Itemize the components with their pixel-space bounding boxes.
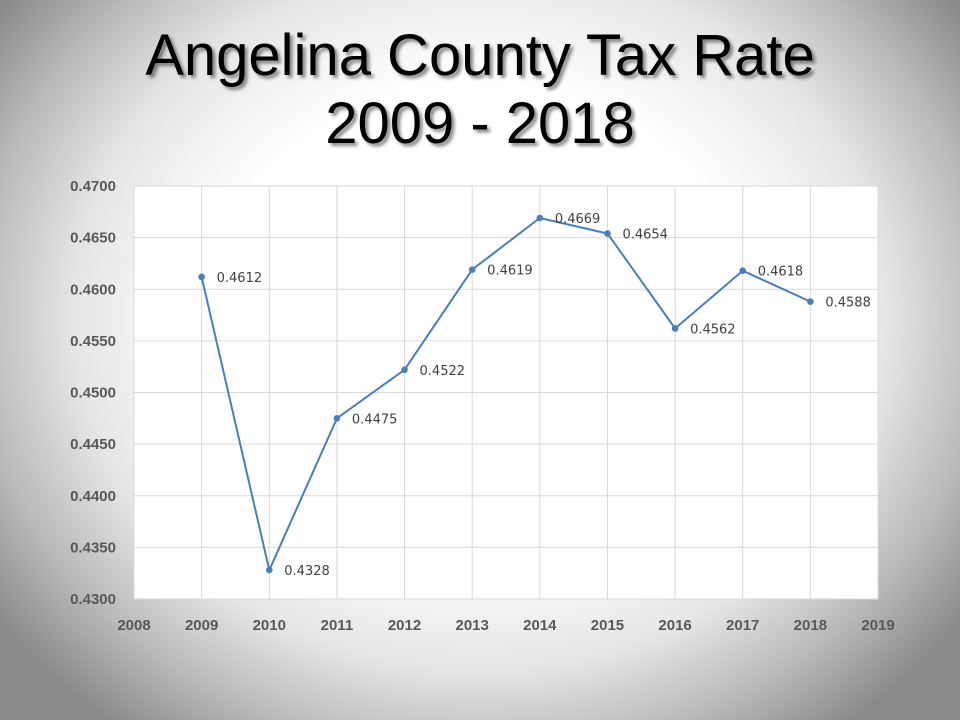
data-point: [198, 273, 205, 281]
y-tick-label: 0.4650: [70, 230, 116, 247]
data-label: 0.4654: [622, 227, 668, 242]
data-label: 0.4588: [825, 296, 871, 311]
data-point: [536, 214, 544, 222]
y-tick-label: 0.4400: [70, 488, 116, 505]
data-label: 0.4618: [758, 265, 804, 280]
data-point: [604, 230, 611, 237]
y-tick-label: 0.4300: [70, 591, 116, 608]
data-point: [807, 298, 814, 305]
y-tick-label: 0.4700: [70, 178, 116, 195]
y-tick-label: 0.4350: [70, 539, 116, 556]
data-point: [739, 267, 747, 274]
title-line-2: 2009 - 2018: [325, 91, 635, 156]
x-tick-label: 2015: [591, 617, 624, 634]
y-tick-label: 0.4550: [70, 333, 116, 350]
data-point: [468, 266, 476, 273]
y-tick-label: 0.4450: [70, 436, 116, 453]
slide-title: Angelina County Tax Rate 2009 - 2018: [0, 22, 960, 158]
x-tick-label: 2012: [388, 617, 421, 634]
data-label: 0.4612: [217, 271, 262, 286]
x-tick-label: 2013: [455, 617, 488, 634]
y-tick-label: 0.4600: [70, 281, 116, 298]
x-tick-label: 2009: [185, 617, 218, 634]
x-tick-label: 2019: [861, 617, 894, 634]
title-line-1: Angelina County Tax Rate: [145, 23, 815, 88]
x-tick-label: 2018: [794, 617, 827, 634]
x-tick-label: 2014: [523, 617, 557, 634]
data-label: 0.4475: [352, 412, 398, 427]
y-tick-label: 0.4500: [70, 385, 116, 402]
x-tick-label: 2017: [726, 617, 759, 634]
data-point: [401, 366, 408, 374]
data-label: 0.4669: [555, 212, 601, 227]
x-tick-label: 2016: [658, 617, 691, 634]
data-point: [265, 566, 273, 574]
data-label: 0.4522: [420, 364, 466, 379]
x-tick-label: 2010: [253, 617, 286, 634]
data-label: 0.4562: [690, 322, 736, 337]
data-label: 0.4328: [284, 564, 330, 579]
x-tick-label: 2011: [321, 617, 354, 634]
series-line: [200, 217, 811, 572]
data-label: 0.4619: [487, 264, 533, 279]
x-tick-label: 2008: [117, 617, 150, 634]
data-point: [333, 415, 341, 422]
data-point: [671, 325, 679, 332]
